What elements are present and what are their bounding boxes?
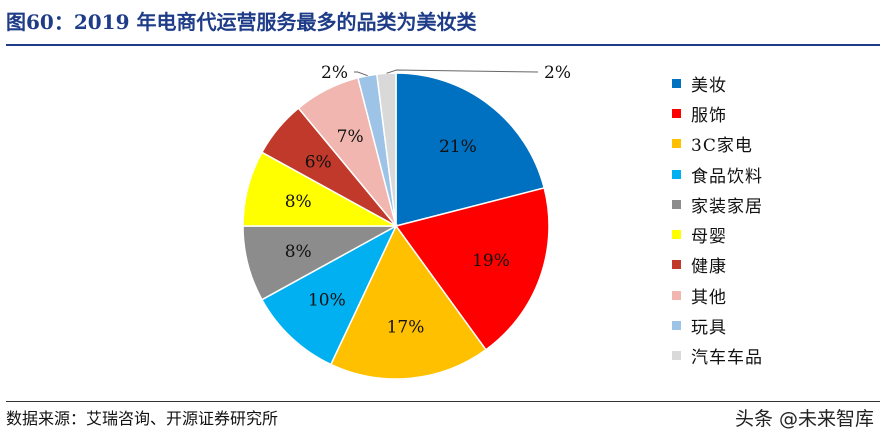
slice-data-label: 8% <box>285 242 312 262</box>
slice-data-label: 10% <box>308 291 346 311</box>
footer-divider <box>6 401 880 402</box>
legend-label: 服饰 <box>691 105 727 126</box>
slice-data-label: 8% <box>285 192 312 212</box>
legend-item: 母婴 <box>672 219 872 249</box>
legend-swatch <box>672 260 681 270</box>
legend-swatch <box>672 199 681 209</box>
legend-label: 食品饮料 <box>691 166 763 187</box>
slice-data-label: 2% <box>321 63 348 83</box>
legend-item: 健康 <box>672 250 872 280</box>
pie-chart: 21% 19% 17% 10% 8% 8% 6%7% 2% 2% <box>242 63 571 380</box>
legend-swatch <box>672 169 681 179</box>
slice-data-label: 6% <box>305 153 332 173</box>
legend-label: 美妆 <box>691 75 727 96</box>
legend-label: 3C家电 <box>691 136 753 157</box>
legend-item: 家装家居 <box>672 189 872 219</box>
legend-label: 母婴 <box>691 227 727 248</box>
legend-swatch <box>672 351 681 361</box>
pie-slice-1 <box>395 72 546 227</box>
legend-label: 健康 <box>691 257 727 278</box>
legend-label: 玩具 <box>691 318 727 339</box>
slice-data-label: 17% <box>387 318 425 338</box>
chart-legend: 美妆服饰 3C家电食品饮料家装家居母婴健康其他玩具汽车车品 <box>672 68 872 371</box>
chart-title: 图60：2019 年电商代运营服务最多的品类为美妆类 <box>6 10 477 34</box>
title-divider <box>6 44 880 46</box>
pie-slice-4 <box>260 224 398 366</box>
legend-item: 美妆 <box>672 68 872 98</box>
legend-label: 家装家居 <box>691 196 763 217</box>
slice-data-label: 7% <box>337 127 364 147</box>
leader-line <box>386 69 539 74</box>
legend-swatch <box>672 139 681 149</box>
source-note: 数据来源：艾瑞咨询、开源证券研究所 <box>6 409 279 428</box>
legend-item: 食品饮料 <box>672 159 872 189</box>
slice-data-label: 21% <box>439 137 477 157</box>
legend-item: 服饰 <box>672 98 872 128</box>
legend-swatch <box>672 78 681 88</box>
legend-swatch <box>672 290 681 300</box>
legend-swatch <box>672 230 681 240</box>
legend-item: 汽车车品 <box>672 341 872 371</box>
pie-slice-3 <box>329 224 487 380</box>
legend-label: 汽车车品 <box>691 348 763 369</box>
legend-label: 其他 <box>691 287 727 308</box>
watermark: 头条 @未来智库 <box>734 408 874 430</box>
legend-item: 3C家电 <box>672 129 872 159</box>
leader-line <box>354 71 368 77</box>
legend-swatch <box>672 108 681 118</box>
legend-item: 玩具 <box>672 310 872 340</box>
pie-slice-10 <box>375 72 397 227</box>
slice-data-label: 19% <box>472 251 510 271</box>
pie-slice-2 <box>394 187 550 351</box>
slice-data-label: 2% <box>544 63 571 83</box>
legend-swatch <box>672 321 681 331</box>
legend-item: 其他 <box>672 280 872 310</box>
